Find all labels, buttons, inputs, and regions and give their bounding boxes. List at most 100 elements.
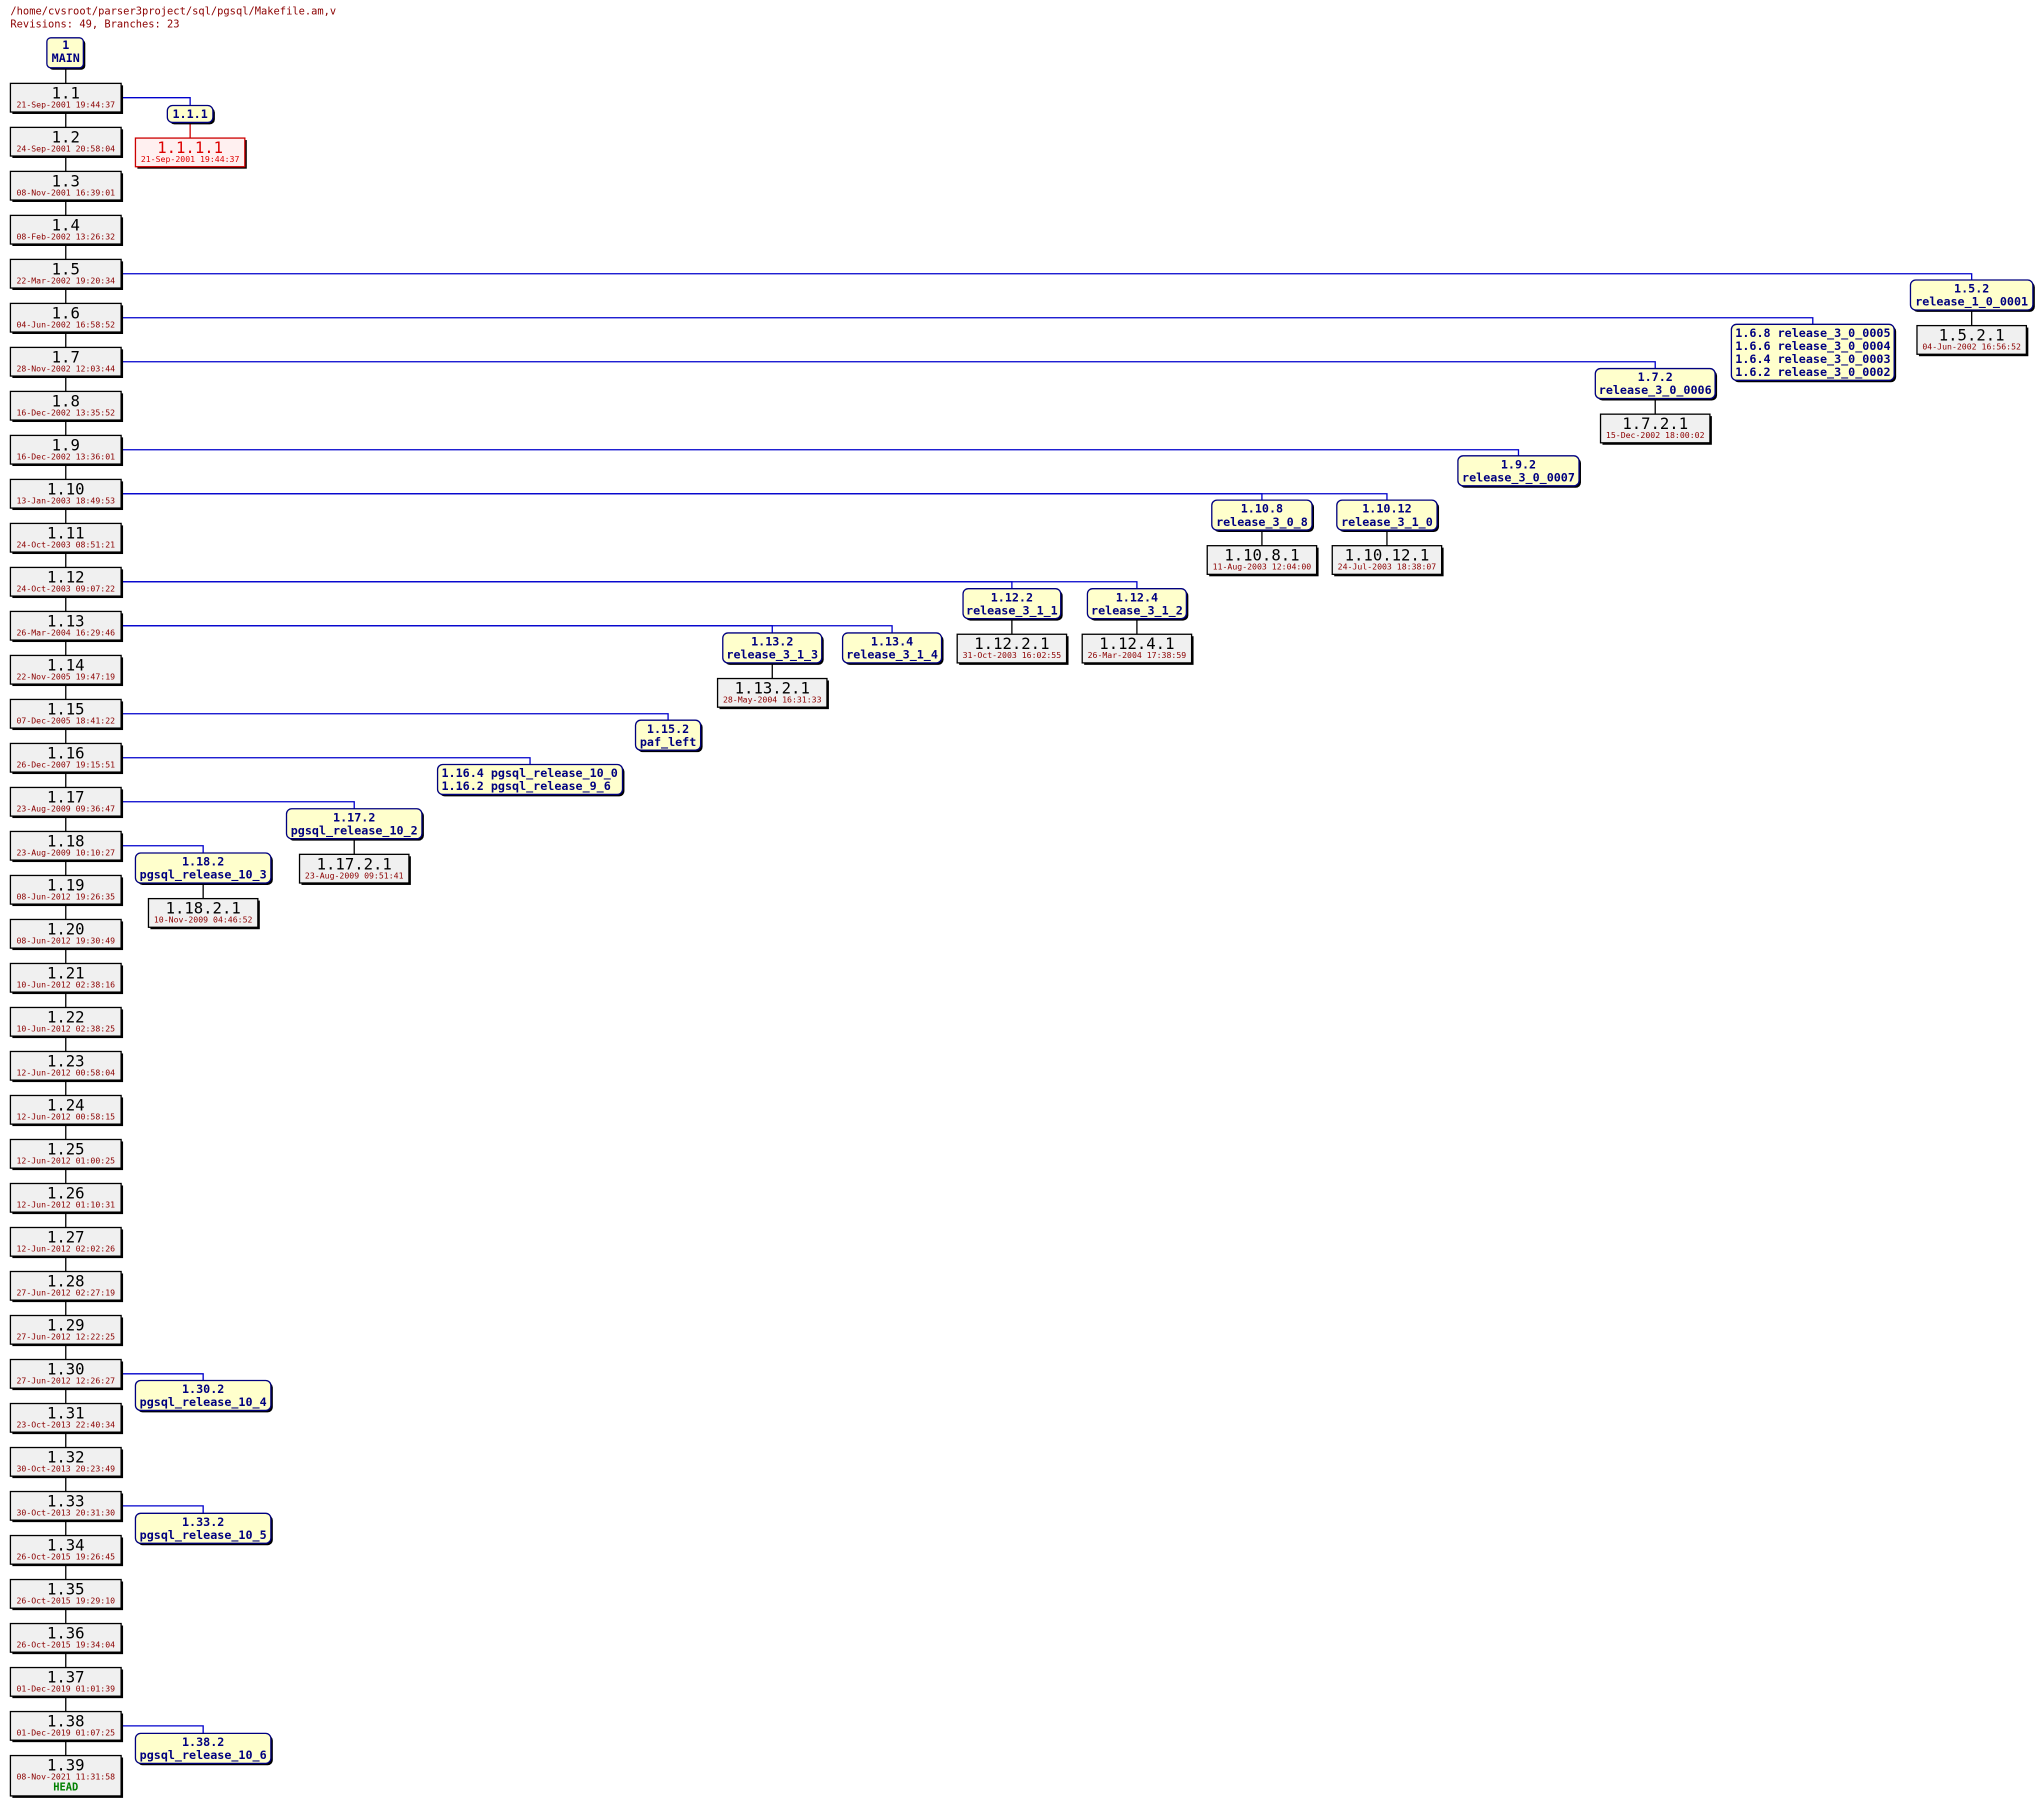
branch-tag-box: [722, 632, 823, 664]
branch-line: [121, 845, 204, 854]
revision-box: [9, 742, 122, 773]
main-label: MAIN: [52, 51, 80, 65]
branch-tag: release_3_1_0: [1341, 515, 1433, 530]
revision-number: 1.4: [52, 216, 80, 234]
branch-tag: release_1_0_0001: [1915, 295, 2028, 310]
revision-box: [147, 897, 259, 928]
branch-tag-box: [634, 719, 702, 751]
revision-box: [9, 1622, 122, 1653]
branch-tag: release_3_1_1: [966, 603, 1058, 618]
revision-box: [9, 478, 122, 509]
revision-number: 1.13: [47, 612, 85, 630]
revision-date: 23-Oct-2013 22:40:34: [16, 1420, 115, 1430]
revision-date: 24-Oct-2003 09:07:22: [16, 583, 115, 593]
revision-number: 1.18: [47, 832, 85, 850]
branch-tag: 1.12.2: [991, 590, 1033, 604]
branch-line: [121, 581, 1013, 589]
branch-tag: pgsql_release_10_2: [291, 823, 418, 838]
branch-tag: 1.1.1: [172, 107, 207, 121]
branch-line: [121, 361, 1656, 369]
revision-date: 30-Oct-2013 20:23:49: [16, 1464, 115, 1474]
revision-number: 1.29: [47, 1316, 85, 1334]
revision-box: [9, 434, 122, 465]
revision-number: 1.12.4.1: [1099, 635, 1174, 653]
branch-tag-box: [134, 852, 272, 884]
revision-date: 22-Nov-2005 19:47:19: [16, 671, 115, 681]
revision-date: 07-Dec-2005 18:41:22: [16, 715, 115, 725]
branch-tag-box: [285, 808, 423, 840]
revision-box: [9, 1182, 122, 1213]
revision-box: [9, 1314, 122, 1345]
revision-number: 1.14: [47, 656, 85, 674]
revision-date: 12-Jun-2012 01:00:25: [16, 1155, 115, 1165]
revision-date: 04-Jun-2002 16:56:52: [1922, 342, 2021, 352]
branch-line: [121, 1505, 204, 1514]
revision-box: [9, 786, 122, 817]
revision-box: [9, 1534, 122, 1565]
revision-date: 27-Jun-2012 12:22:25: [16, 1331, 115, 1341]
main-rev: 1: [62, 38, 69, 52]
branch-tag: 1.10.8: [1241, 502, 1283, 516]
revision-number: 1.32: [47, 1448, 85, 1466]
revision-box: [9, 1402, 122, 1433]
revision-date: 10-Jun-2012 02:38:25: [16, 1023, 115, 1033]
revision-box: [9, 1226, 122, 1257]
revision-date: 30-Oct-2013 20:31:30: [16, 1508, 115, 1518]
branch-tag-box: [1730, 323, 1895, 381]
revision-date: 23-Aug-2009 09:36:47: [16, 803, 115, 813]
branch-line: [121, 1373, 204, 1381]
revision-date: 28-Nov-2002 12:03:44: [16, 363, 115, 373]
branch-line: [121, 757, 531, 765]
main-box: [46, 37, 84, 69]
branch-line: [121, 97, 191, 106]
branch-tag: release_3_1_4: [846, 648, 938, 663]
revision-number: 1.34: [47, 1536, 85, 1554]
revision-number: 1.10.8.1: [1224, 547, 1299, 565]
branch-tag: 1.15.2: [647, 722, 689, 736]
branch-tag-box: [166, 104, 214, 124]
revision-number: 1.6: [52, 304, 80, 322]
revision-number: 1.3: [52, 172, 80, 190]
revision-box: [9, 1446, 122, 1477]
revision-number: 1.12: [47, 568, 85, 586]
revision-number: 1.22: [47, 1008, 85, 1026]
branch-tag-box: [134, 1732, 272, 1764]
head-tag: HEAD: [53, 1781, 78, 1793]
revision-date: 12-Jun-2012 01:10:31: [16, 1199, 115, 1209]
branch-line: [121, 801, 355, 809]
revision-box: [1206, 545, 1318, 575]
branch-tag: 1.6.2 release_3_0_0002: [1735, 365, 1890, 380]
revision-box: [9, 1666, 122, 1697]
revision-date: 11-Aug-2003 12:04:00: [1213, 562, 1312, 572]
revision-box: [9, 1270, 122, 1301]
revision-box: [9, 654, 122, 685]
revision-number: 1.17: [47, 788, 85, 806]
revision-date: 15-Dec-2002 18:00:02: [1606, 430, 1705, 440]
revision-box: [9, 610, 122, 641]
revision-date: 08-Nov-2021 11:31:58: [16, 1772, 115, 1782]
revision-box: [9, 1578, 122, 1609]
branch-tag: pgsql_release_10_5: [140, 1528, 267, 1543]
branch-tag: 1.10.12: [1362, 502, 1411, 516]
branch-tag: release_3_1_3: [726, 648, 818, 663]
branch-tag: release_3_0_0006: [1599, 383, 1712, 398]
revision-date: 24-Sep-2001 20:58:04: [16, 143, 115, 153]
revision-box: [956, 633, 1068, 664]
revision-box: [9, 522, 122, 553]
branch-line: [121, 1725, 204, 1734]
revision-date: 04-Jun-2002 16:58:52: [16, 319, 115, 329]
revision-number: 1.20: [47, 920, 85, 938]
revision-date: 01-Dec-2019 01:01:39: [16, 1684, 115, 1694]
revision-date: 27-Jun-2012 12:26:27: [16, 1375, 115, 1385]
revision-box: [1081, 633, 1193, 664]
revision-number: 1.15: [47, 700, 85, 718]
revision-box: [9, 874, 122, 905]
branch-line: [121, 581, 1138, 589]
revision-number: 1.16: [47, 744, 85, 762]
revision-date: 08-Jun-2012 19:26:35: [16, 891, 115, 901]
branch-tag-box: [1336, 499, 1438, 531]
branch-tag-box: [134, 1379, 272, 1412]
branch-tag: 1.13.4: [871, 635, 913, 649]
revision-date: 10-Jun-2012 02:38:16: [16, 979, 115, 989]
